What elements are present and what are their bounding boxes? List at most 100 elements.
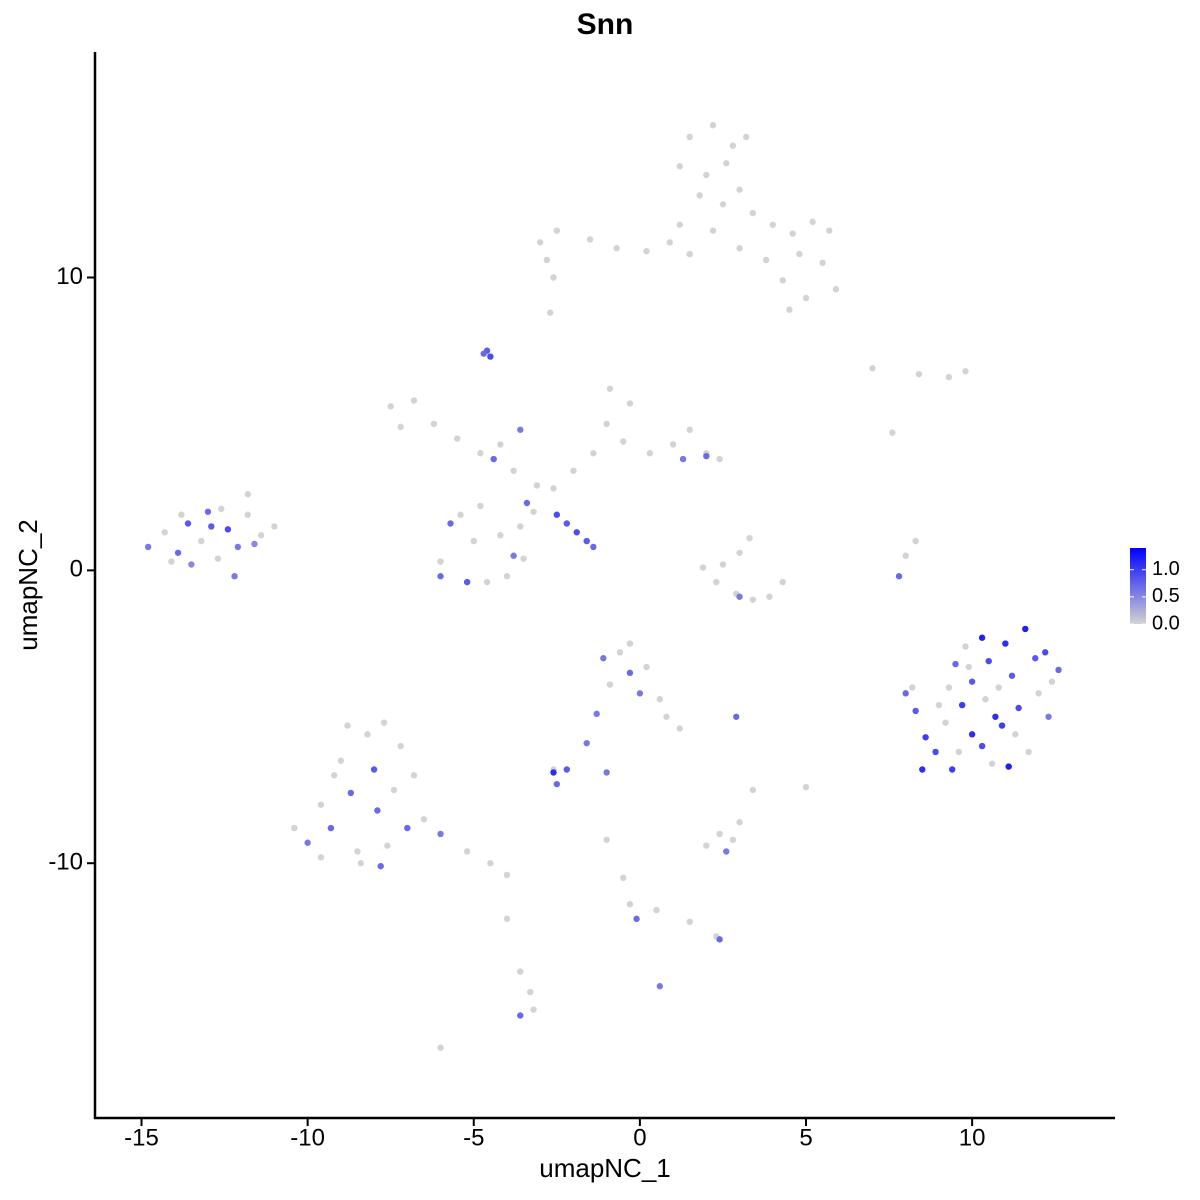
point — [161, 529, 168, 536]
point — [669, 441, 677, 448]
point — [985, 657, 992, 665]
x-tick-label: -15 — [124, 1124, 159, 1151]
x-tick-label: -5 — [463, 1124, 484, 1151]
point — [1002, 640, 1009, 647]
point — [895, 573, 903, 580]
point — [1025, 748, 1032, 756]
point — [919, 766, 926, 773]
point — [317, 801, 325, 808]
point — [447, 520, 454, 527]
point — [676, 163, 683, 170]
point — [968, 731, 976, 738]
point — [1045, 713, 1052, 720]
point — [463, 848, 471, 855]
point — [397, 423, 404, 431]
point — [1032, 655, 1039, 662]
point — [244, 491, 252, 498]
point — [144, 543, 152, 551]
point — [762, 256, 770, 264]
point — [543, 256, 551, 264]
point — [503, 573, 511, 580]
point — [331, 772, 338, 779]
point — [198, 537, 205, 545]
point — [553, 227, 561, 234]
point — [789, 230, 796, 237]
point — [613, 245, 620, 252]
point — [251, 540, 258, 548]
point — [520, 555, 527, 562]
point — [786, 306, 793, 313]
point — [998, 722, 1006, 729]
point — [337, 757, 345, 764]
point — [992, 713, 999, 720]
point — [965, 663, 973, 671]
point — [527, 988, 534, 996]
point — [553, 780, 561, 788]
point — [719, 201, 727, 208]
point — [686, 133, 693, 141]
point — [679, 455, 687, 463]
points — [144, 122, 1062, 1051]
point — [656, 696, 664, 703]
point — [746, 534, 753, 542]
point — [487, 860, 494, 867]
point — [633, 915, 640, 923]
point — [517, 968, 524, 975]
point — [802, 294, 810, 302]
point — [546, 309, 554, 316]
point — [736, 819, 743, 826]
point — [214, 555, 222, 562]
point — [550, 485, 557, 492]
point — [517, 1012, 524, 1019]
colorbar — [1130, 548, 1146, 624]
point — [503, 915, 511, 923]
point — [819, 259, 826, 267]
point — [1005, 763, 1012, 770]
point — [663, 713, 670, 720]
point — [603, 836, 610, 843]
point — [437, 1044, 444, 1051]
point — [168, 558, 175, 565]
point — [586, 236, 594, 243]
y-tick-label: 0 — [70, 556, 83, 583]
point — [470, 537, 477, 545]
point — [420, 816, 428, 823]
point — [606, 385, 614, 392]
point — [410, 772, 418, 779]
point — [410, 397, 418, 404]
point — [719, 561, 727, 568]
point — [636, 690, 644, 697]
point — [1042, 649, 1049, 656]
point — [354, 848, 361, 855]
point — [948, 766, 956, 773]
point — [699, 564, 707, 571]
point — [729, 836, 737, 843]
point — [174, 549, 182, 556]
point — [676, 221, 683, 228]
point — [590, 543, 597, 551]
point — [257, 532, 265, 539]
colorbar-tick-label: 1.0 — [1152, 558, 1180, 580]
point — [271, 523, 278, 530]
point — [377, 862, 384, 870]
point — [686, 918, 693, 925]
point — [404, 824, 411, 832]
point — [988, 760, 996, 767]
point — [510, 467, 517, 474]
point — [550, 274, 557, 281]
point — [218, 505, 225, 513]
point — [955, 748, 963, 756]
point — [1012, 731, 1019, 738]
point — [480, 350, 487, 357]
point — [749, 786, 757, 794]
point — [902, 552, 909, 559]
point — [676, 725, 683, 732]
point — [703, 171, 710, 179]
point — [703, 842, 710, 849]
point — [1035, 690, 1042, 697]
point — [709, 227, 717, 234]
point — [709, 122, 717, 129]
point — [344, 722, 351, 729]
point — [723, 160, 730, 167]
